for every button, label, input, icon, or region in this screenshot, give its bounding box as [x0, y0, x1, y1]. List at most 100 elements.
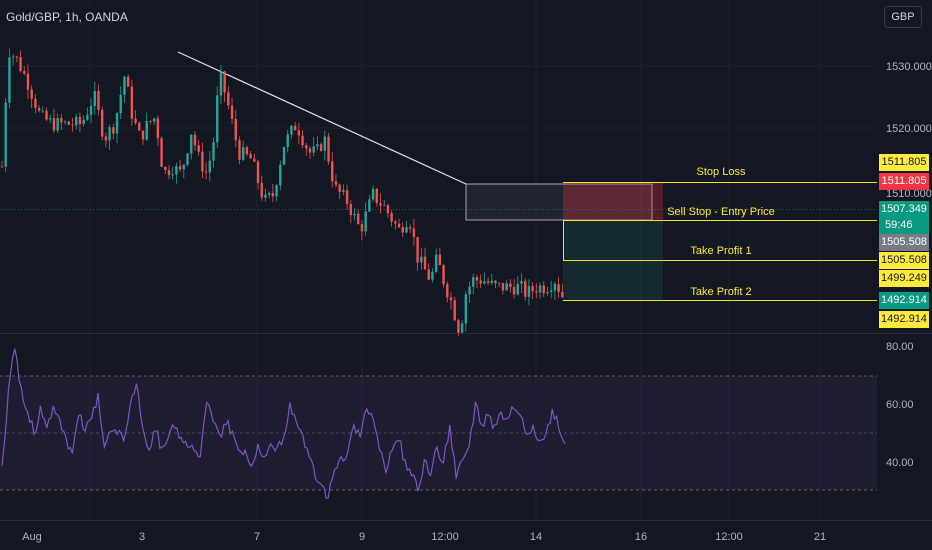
candle-down: [19, 57, 22, 71]
candle-up: [63, 121, 67, 123]
candle-up: [472, 277, 475, 287]
candle-up: [267, 192, 271, 195]
candle-down: [234, 118, 237, 141]
candle-up: [364, 211, 367, 232]
candle-down: [423, 256, 427, 270]
candle-down: [349, 204, 353, 216]
candle-down: [397, 223, 401, 228]
candle-down: [416, 237, 419, 263]
candle-up: [464, 294, 468, 324]
candle-down: [26, 73, 30, 90]
candle-up: [342, 190, 345, 192]
candle-up: [549, 290, 553, 293]
take-profit-1-tag: 1499.249: [879, 270, 929, 287]
candle-up: [208, 160, 211, 173]
time-tick: 21: [814, 531, 826, 543]
symbol-title: Gold/GBP, 1h, OANDA: [6, 10, 128, 24]
candle-up: [182, 164, 186, 170]
candle-up: [219, 71, 223, 96]
time-tick: 12:00: [715, 531, 743, 543]
candle-down: [542, 285, 545, 294]
entry-label: Sell Stop - Entry Price: [667, 206, 775, 218]
candle-down: [104, 136, 108, 141]
candle-down: [293, 125, 297, 131]
candle-down: [256, 161, 260, 183]
candle-up: [483, 281, 486, 284]
candle-up: [41, 110, 45, 112]
candle-down: [297, 130, 301, 136]
candle-up: [520, 281, 523, 284]
candle-down: [501, 282, 505, 291]
candle-down: [71, 124, 74, 126]
candle-down: [134, 118, 137, 123]
take-profit-2-price-tag: 1492.914: [879, 292, 929, 309]
candle-up: [86, 114, 89, 120]
candle-up: [286, 134, 289, 148]
candle-down: [160, 138, 163, 167]
candle-up: [108, 127, 111, 141]
candle-up: [4, 102, 7, 167]
candle-up: [527, 286, 531, 297]
candle-down: [227, 92, 230, 106]
candle-up: [316, 144, 319, 147]
stop-loss-price-tag: 1511.805: [879, 173, 929, 190]
candle-up: [353, 213, 356, 216]
candle-up: [216, 95, 219, 143]
candle-up: [312, 146, 315, 153]
candle-down: [249, 154, 252, 159]
candle-up: [505, 283, 508, 291]
currency-button[interactable]: GBP: [884, 6, 922, 28]
candle-up: [115, 113, 119, 134]
candlestick-series: [0, 48, 564, 336]
candle-up: [119, 94, 122, 114]
candle-up: [241, 147, 245, 160]
candle-down: [390, 212, 393, 222]
price-tick: 1510.000: [886, 188, 932, 200]
candle-down: [130, 86, 134, 119]
candle-up: [56, 118, 59, 131]
candle-down: [141, 130, 145, 140]
candle-down: [446, 284, 449, 298]
candle-down: [557, 284, 560, 292]
take-profit-2-tag: 1492.914: [879, 311, 929, 328]
candle-down: [308, 148, 312, 153]
candle-up: [82, 119, 85, 125]
candle-down: [52, 118, 56, 131]
candle-down: [338, 184, 341, 192]
candle-down: [512, 286, 516, 295]
candle-down: [223, 71, 226, 93]
candle-down: [0, 166, 4, 168]
candle-down: [453, 300, 456, 321]
candle-down: [30, 89, 33, 99]
price-tick: 1520.000: [886, 123, 932, 135]
candle-down: [305, 145, 308, 149]
candle-up: [49, 118, 52, 120]
take-profit-1-label: Take Profit 1: [690, 245, 751, 257]
candle-down: [271, 192, 275, 197]
candle-up: [431, 271, 434, 280]
candle-down: [230, 105, 234, 119]
candle-down: [34, 98, 37, 108]
candle-up: [212, 142, 215, 161]
candle-up: [175, 166, 178, 175]
candle-up: [371, 188, 375, 200]
candle-up: [405, 227, 408, 233]
candle-up: [145, 120, 148, 140]
candle-up: [171, 174, 174, 176]
candle-up: [152, 118, 156, 122]
candle-down: [394, 221, 397, 224]
candle-down: [149, 120, 152, 122]
candle-up: [186, 153, 189, 165]
candle-down: [178, 166, 182, 170]
entry-price-tag: 1505.508: [879, 234, 929, 251]
candle-down: [201, 151, 204, 172]
candle-down: [97, 91, 100, 110]
candle-up: [460, 323, 464, 333]
candle-down: [535, 291, 538, 293]
candle-down: [334, 181, 338, 185]
candle-down: [327, 136, 330, 162]
candle-down: [193, 134, 197, 146]
candle-down: [509, 283, 512, 287]
trendline[interactable]: [177, 51, 467, 185]
